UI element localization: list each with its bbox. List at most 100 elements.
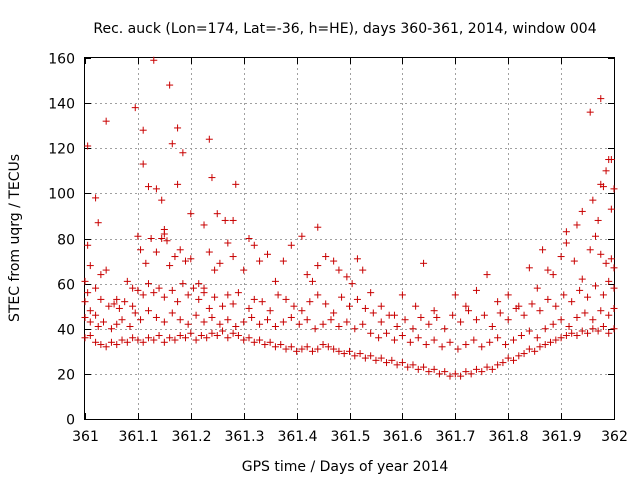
data-point [388,356,396,364]
data-point [383,329,391,337]
data-point [401,316,409,324]
data-point [279,318,287,326]
data-point [607,205,615,213]
data-point [330,345,338,353]
data-point [398,291,406,299]
data-point [398,332,406,340]
data-point [166,334,174,342]
data-point [499,359,507,367]
data-point [367,289,375,297]
data-point [216,320,224,328]
data-point [240,318,248,326]
data-point [266,307,274,315]
data-point [557,334,565,342]
data-point [417,313,425,321]
data-point [414,365,422,373]
data-point [568,298,576,306]
data-point [84,241,92,249]
data-point [462,302,470,310]
data-point [81,277,89,285]
data-point [208,313,216,321]
data-point [375,334,383,342]
data-point [107,325,115,333]
data-point [271,322,279,330]
data-point [322,253,330,261]
data-point [256,257,264,265]
data-point [393,361,401,369]
data-point [287,241,295,249]
x-axis-title: GPS time / Days of year 2014 [242,459,449,475]
data-point [92,338,100,346]
data-point [303,316,311,324]
data-point [200,318,208,326]
data-point [266,338,274,346]
data-point [187,255,195,263]
data-point [591,282,599,290]
data-point [184,291,192,299]
data-point [486,338,494,346]
data-point [525,327,533,335]
data-point [517,332,525,340]
data-point [570,257,578,265]
data-point [144,183,152,191]
data-point [451,370,459,378]
data-point [573,221,581,229]
data-point [234,289,242,297]
data-point [97,271,105,279]
data-point [478,368,486,376]
data-point [113,341,121,349]
data-point [343,318,351,326]
data-point [589,196,597,204]
data-point [488,365,496,373]
data-point [472,365,480,373]
data-point [335,266,343,274]
data-point [86,318,94,326]
data-point [118,336,126,344]
data-point [295,320,303,328]
data-point [107,338,115,346]
data-point [298,307,306,315]
data-point [245,304,253,312]
data-point [306,298,314,306]
data-point [348,280,356,288]
y-tick-label: 140 [48,97,75,113]
data-point [340,350,348,358]
y-tick-label: 20 [57,368,75,384]
data-point [139,126,147,134]
data-point [441,325,449,333]
data-point [314,262,322,270]
x-tick-label: 361.9 [541,429,581,445]
data-point [547,338,555,346]
data-point [470,336,478,344]
data-point [584,293,592,301]
data-point [308,347,316,355]
data-point [245,235,253,242]
data-point [176,332,184,340]
data-point [168,286,176,294]
data-point [171,253,179,261]
data-point [478,343,486,351]
data-points [81,56,618,380]
data-point [539,246,547,254]
data-point [115,304,123,312]
data-point [472,316,480,324]
data-point [118,316,126,324]
data-point [274,291,282,299]
data-point [462,341,470,349]
data-point [594,327,602,335]
x-tick-label: 361.6 [382,429,422,445]
data-point [591,232,599,240]
data-point [187,210,195,218]
data-point [110,300,118,308]
data-point [163,237,171,245]
y-tick-label: 160 [48,52,75,68]
data-point [200,221,208,229]
data-point [565,322,573,330]
data-point [229,253,237,261]
data-point [139,291,147,299]
data-point [557,316,565,324]
data-point [377,302,385,310]
data-point [84,142,92,150]
data-point [144,280,152,288]
data-point [282,345,290,353]
